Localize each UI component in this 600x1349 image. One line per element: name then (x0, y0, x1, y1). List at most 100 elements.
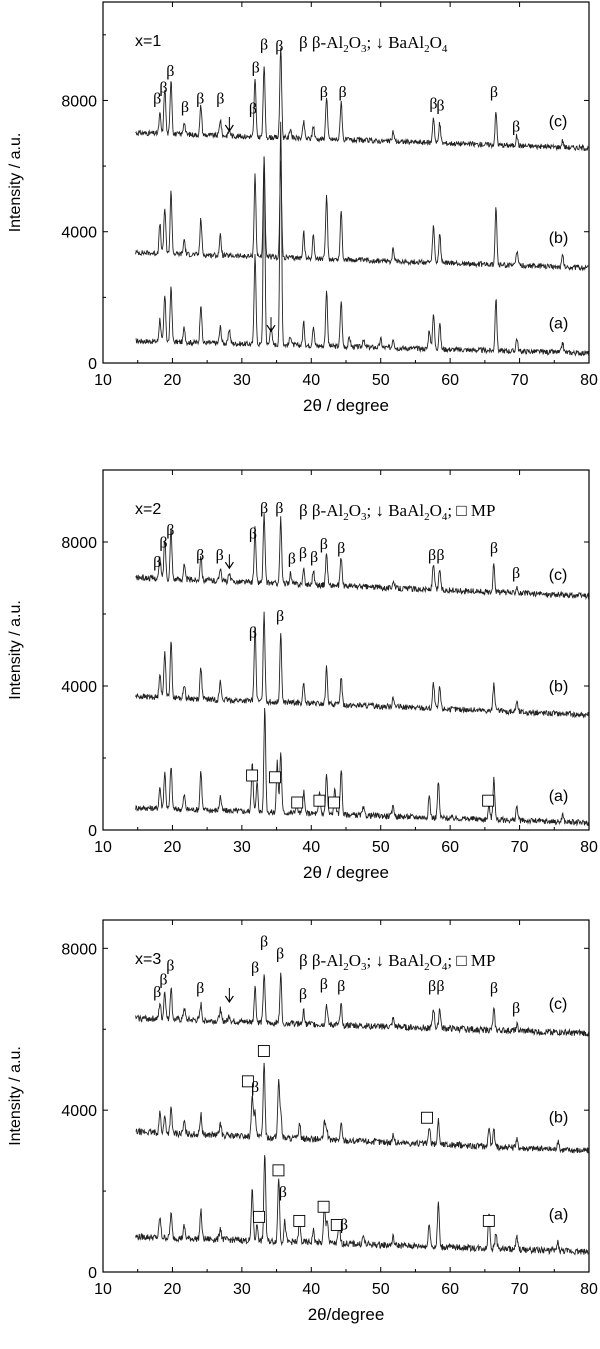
x-tick-label: 80 (580, 839, 598, 856)
beta-alumina-marker: β (181, 99, 189, 116)
mp-marker (317, 1200, 330, 1213)
beta-alumina-marker: β (337, 540, 345, 557)
beta-alumina-marker: β (490, 980, 498, 997)
beta-alumina-marker: β (249, 101, 257, 118)
legend-subscript: 3 (361, 511, 367, 523)
mp-marker (253, 1210, 265, 1223)
x-tick-label: 10 (94, 839, 112, 856)
series-label: (a) (549, 1206, 569, 1223)
baal2o4-arrow-head (224, 124, 234, 133)
series-label: (a) (549, 316, 569, 333)
mp-marker (421, 1111, 433, 1124)
x-tick-label: 70 (511, 1281, 529, 1298)
panel-label: x=3 (135, 951, 161, 968)
beta-alumina-marker: β (251, 960, 259, 977)
beta-alumina-marker: β (512, 119, 520, 136)
beta-alumina-marker: β (320, 976, 328, 993)
beta-alumina-marker: β (512, 1000, 520, 1017)
beta-alumina-marker: β (338, 84, 346, 101)
beta-alumina-marker: β (159, 79, 167, 96)
plot-frame (102, 1, 590, 364)
mp-marker (313, 794, 326, 807)
mp-marker (246, 769, 259, 782)
series-label: (b) (549, 1109, 569, 1126)
beta-alumina-marker: β (249, 525, 257, 542)
legend-text: β β-Al2O3; ↓ BaAl2O4; □ MP (299, 951, 495, 973)
beta-alumina-marker: β (260, 37, 268, 54)
xrd-panel-3: 10 20 30 40 50 60 70 80 0 4000 8000 2θ/degree Intens… (7, 919, 598, 1324)
legend-part: ; ↓ BaAl (367, 501, 425, 520)
series-trace-c (135, 972, 590, 1037)
legend-part: O (430, 951, 442, 970)
legend-part: O (349, 501, 361, 520)
beta-alumina-marker: β (166, 522, 174, 539)
x-tick-label: 40 (302, 372, 320, 389)
beta-alumina-marker: β (490, 540, 498, 557)
series-label: (c) (549, 567, 568, 584)
legend-part: β β-Al (299, 501, 343, 520)
legend-subscript: 4 (442, 43, 448, 55)
beta-alumina-marker: β (153, 554, 161, 571)
beta-alumina-marker: β (153, 984, 161, 1001)
legend-subscript: 4 (442, 511, 448, 523)
mp-marker (330, 1219, 343, 1231)
legend-part: O (430, 33, 442, 52)
beta-alumina-marker: β (159, 534, 167, 551)
series-label: (c) (549, 996, 568, 1013)
x-axis-label: 2θ / degree (303, 863, 389, 882)
legend-part: β β-Al (299, 33, 343, 52)
beta-alumina-marker: β (279, 1184, 287, 1201)
mp-marker (291, 796, 304, 809)
beta-alumina-marker: β (166, 63, 174, 80)
legend-part: ; ↓ BaAl (367, 951, 425, 970)
legend-text: β β-Al2O3; ↓ BaAl2O4 (299, 33, 448, 55)
beta-alumina-marker: β (428, 547, 436, 564)
y-tick-label: 8000 (61, 93, 97, 110)
x-tick-label: 10 (94, 1281, 112, 1298)
series-label: (a) (549, 788, 569, 805)
legend-subscript: 2 (343, 961, 349, 973)
legend-part: O (349, 33, 361, 52)
beta-alumina-marker: β (490, 84, 498, 101)
x-tick-label: 50 (372, 839, 390, 856)
beta-alumina-marker: β (436, 547, 444, 564)
mp-marker (328, 796, 340, 809)
beta-alumina-marker: β (299, 986, 307, 1003)
beta-alumina-marker: β (275, 500, 283, 517)
series-trace-b (135, 1062, 590, 1154)
mp-marker (257, 1045, 270, 1057)
x-tick-label: 30 (233, 372, 251, 389)
x-tick-label: 60 (441, 839, 459, 856)
beta-alumina-marker: β (216, 547, 224, 564)
y-tick-label: 4000 (61, 1103, 97, 1120)
legend-subscript: 2 (424, 511, 430, 523)
x-tick-label: 70 (511, 372, 529, 389)
y-axis-label: Intensity / a.u. (7, 133, 24, 233)
legend-part: ; □ MP (447, 501, 495, 520)
x-axis-label: 2θ / degree (303, 396, 389, 415)
y-tick-label: 0 (88, 1265, 97, 1282)
y-axis-label: Intensity / a.u. (7, 600, 24, 700)
beta-alumina-marker: β (249, 624, 257, 641)
x-tick-label: 30 (233, 839, 251, 856)
legend-part: β β-Al (299, 951, 343, 970)
series-label: (c) (549, 114, 568, 131)
legend-subscript: 2 (424, 961, 430, 973)
series-label: (b) (549, 230, 569, 247)
y-axis-label: Intensity / a.u. (7, 1046, 24, 1146)
series-trace-c (135, 512, 590, 600)
legend-part: O (349, 951, 361, 970)
panel-label: x=2 (135, 501, 161, 518)
legend-part: ; □ MP (447, 951, 495, 970)
x-axis-label: 2θ/degree (308, 1305, 385, 1324)
beta-alumina-marker: β (276, 608, 284, 625)
x-tick-label: 80 (580, 1281, 598, 1298)
panel-label: x=1 (135, 33, 161, 50)
beta-alumina-marker: β (436, 978, 444, 995)
x-tick-label: 70 (511, 839, 529, 856)
series-trace-a (135, 1155, 590, 1256)
x-tick-label: 40 (302, 1281, 320, 1298)
x-tick-label: 40 (302, 839, 320, 856)
legend-subscript: 2 (343, 43, 349, 55)
beta-alumina-marker: β (512, 565, 520, 582)
